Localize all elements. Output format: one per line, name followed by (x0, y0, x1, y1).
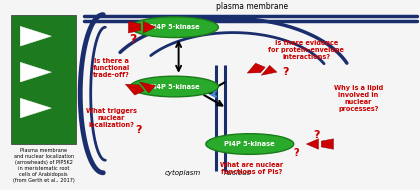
Ellipse shape (206, 134, 294, 154)
Ellipse shape (131, 76, 218, 97)
Text: ?: ? (282, 67, 289, 77)
Text: nucleus: nucleus (223, 170, 251, 176)
Text: Plasma membrane
and nuclear localization
(arrowheads) of PIP5K2
in meristematic : Plasma membrane and nuclear localization… (13, 148, 74, 183)
Polygon shape (261, 65, 277, 75)
Text: ?: ? (293, 148, 299, 158)
Text: Why is a lipid
involved in
nuclear
processes?: Why is a lipid involved in nuclear proce… (334, 85, 383, 112)
Polygon shape (321, 139, 333, 149)
Polygon shape (20, 98, 51, 118)
Text: PI4P 5-kinase: PI4P 5-kinase (224, 141, 275, 147)
Polygon shape (247, 63, 265, 73)
Polygon shape (125, 84, 144, 95)
Text: cytoplasm: cytoplasm (165, 170, 201, 176)
Text: ?: ? (129, 33, 136, 46)
Text: ?: ? (136, 125, 142, 135)
Polygon shape (139, 82, 155, 93)
Text: Is there evidence
for protein-envelope
interactions?: Is there evidence for protein-envelope i… (268, 40, 344, 60)
Text: plasma membrane: plasma membrane (216, 2, 288, 11)
Text: PI4P 5-kinase: PI4P 5-kinase (149, 24, 200, 30)
Bar (11, 15, 76, 144)
Polygon shape (20, 62, 51, 82)
Text: ?: ? (313, 130, 320, 140)
Text: What are nuclear
functions of PIs?: What are nuclear functions of PIs? (220, 162, 284, 175)
Polygon shape (20, 26, 51, 46)
Text: Is there a
functional
trade-off?: Is there a functional trade-off? (93, 58, 130, 78)
Polygon shape (129, 21, 141, 33)
Polygon shape (143, 21, 155, 33)
Polygon shape (306, 139, 318, 149)
Text: PI4P 5-kinase: PI4P 5-kinase (149, 84, 200, 89)
Text: What triggers
nuclear
localization?: What triggers nuclear localization? (86, 108, 137, 128)
Ellipse shape (131, 17, 218, 38)
